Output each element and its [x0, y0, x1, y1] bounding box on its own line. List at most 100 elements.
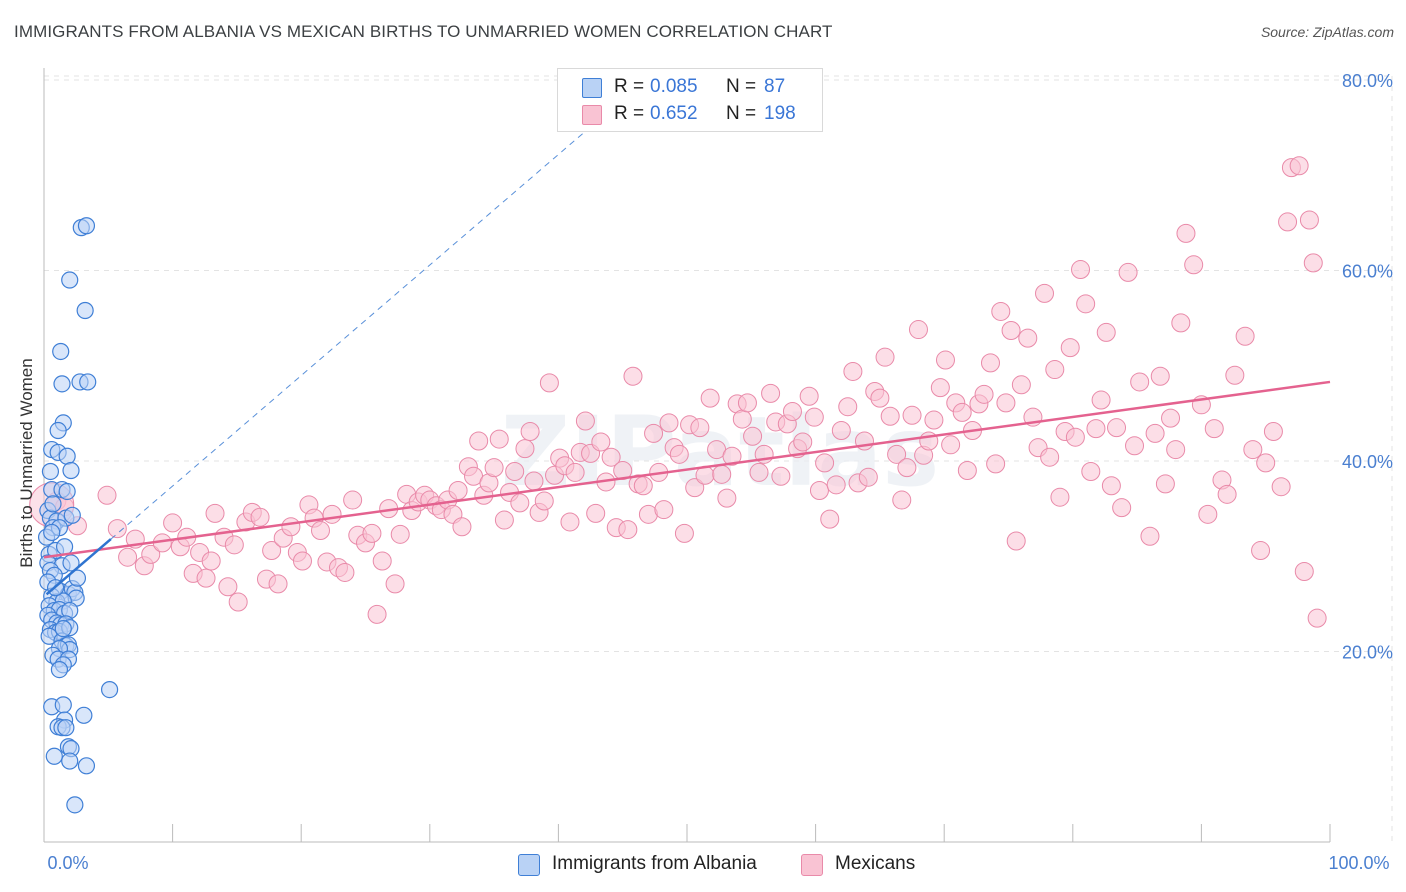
- legend-mexicans-swatch: [801, 854, 823, 876]
- mexicans-point: [941, 435, 961, 455]
- n-value: 87: [764, 76, 786, 97]
- mexicans-point: [815, 453, 835, 473]
- mexicans-point: [986, 454, 1006, 474]
- mexicans-point: [930, 378, 950, 398]
- mexicans-point: [1040, 447, 1060, 467]
- legend-mexicans-label: Mexicans: [835, 853, 916, 874]
- mexicans-point: [1204, 419, 1224, 439]
- mexicans-point: [1145, 423, 1165, 443]
- x-tick-label: 100.0%: [1328, 853, 1389, 873]
- mexicans-point: [875, 347, 895, 367]
- mexicans-point: [793, 432, 813, 452]
- mexicans-point: [820, 509, 840, 529]
- mexicans-point: [1076, 294, 1096, 314]
- mexicans-point: [892, 490, 912, 510]
- mexicans-point: [1198, 504, 1218, 524]
- mexicans-point: [1081, 461, 1101, 481]
- mexicans-point: [343, 490, 363, 510]
- albania-trend-line: [45, 538, 112, 596]
- albania-point: [58, 447, 76, 465]
- mexicans-point: [633, 476, 653, 496]
- mexicans-point: [489, 429, 509, 449]
- y-axis-label: Births to Unmarried Women: [17, 358, 36, 567]
- mexicans-point: [494, 510, 514, 530]
- mexicans-point: [1011, 375, 1031, 395]
- albania-point: [52, 342, 70, 361]
- mexicans-point: [228, 592, 248, 612]
- mexicans-point: [902, 405, 922, 425]
- albania-points: [37, 217, 119, 814]
- mexicans-point: [957, 461, 977, 481]
- albania-point: [55, 538, 74, 556]
- albania-point: [77, 217, 96, 235]
- mexicans-point: [1278, 212, 1298, 232]
- mexicans-point: [335, 562, 355, 582]
- mexicans-point: [1289, 156, 1309, 176]
- mexicans-point: [761, 383, 781, 403]
- mexicans-point: [935, 350, 955, 370]
- mexicans-point: [722, 446, 742, 466]
- mexicans-point: [858, 467, 878, 487]
- mexicans-point: [1299, 210, 1319, 230]
- ticks: 20.0% 40.0% 60.0% 80.0% 0.0% 100.0%: [47, 71, 1393, 873]
- mexicans-point: [322, 504, 342, 524]
- mexicans-point: [717, 488, 737, 508]
- mexicans-point: [281, 517, 301, 537]
- n-label: N =: [726, 103, 757, 124]
- mexicans-point: [908, 320, 928, 340]
- r-value: 0.085: [650, 76, 698, 97]
- mexicans-points: [29, 156, 1327, 628]
- mexicans-point: [1271, 477, 1291, 497]
- mexicans-point: [310, 521, 330, 541]
- mexicans-point: [952, 402, 972, 422]
- albania-point: [76, 301, 94, 320]
- mexicans-point: [224, 535, 244, 555]
- albania-point: [45, 747, 63, 765]
- mexicans-point: [1001, 321, 1021, 341]
- y-tick-label: 60.0%: [1342, 262, 1393, 282]
- legend-albania-swatch: [518, 854, 540, 876]
- mexicans-point: [534, 491, 554, 511]
- albania-point: [49, 421, 67, 440]
- mexicans-point: [1184, 255, 1204, 275]
- mexicans-point: [1060, 338, 1080, 358]
- mexicans-point: [1171, 313, 1191, 333]
- mexicans-point: [831, 421, 851, 441]
- mexicans-point: [1150, 366, 1170, 386]
- mexicans-point: [644, 423, 664, 443]
- mexicans-point: [601, 447, 621, 467]
- mexicans-point: [782, 401, 802, 421]
- mexicans-point: [97, 485, 117, 505]
- mexicans-point: [205, 503, 225, 523]
- albania-point: [43, 523, 61, 542]
- albania-point: [77, 757, 96, 775]
- r-value: 0.652: [650, 103, 698, 124]
- mexicans-point: [1086, 419, 1106, 439]
- albania-point: [62, 461, 80, 480]
- mexicans-point: [743, 426, 763, 446]
- mexicans-point: [1140, 526, 1160, 546]
- mexicans-point: [799, 386, 819, 406]
- chart-title: IMMIGRANTS FROM ALBANIA VS MEXICAN BIRTH…: [14, 22, 833, 41]
- legend-row-mexicans: R = 0.652 N = 198: [558, 101, 822, 127]
- albania-point: [75, 706, 93, 724]
- n-value: 198: [764, 103, 796, 124]
- mexicans-point: [218, 577, 238, 597]
- mexicans-point: [1096, 322, 1116, 342]
- mexicans-point: [591, 432, 611, 452]
- mexicans-point: [1091, 390, 1111, 410]
- albania-point: [54, 696, 72, 714]
- mexicans-point: [1263, 421, 1283, 441]
- mexicans-point: [586, 503, 606, 523]
- trend-lines: [43, 132, 1331, 596]
- mexicans-point: [565, 462, 585, 482]
- mexicans-point: [539, 373, 559, 393]
- mexicans-point: [1006, 531, 1026, 551]
- mexicans-point: [897, 458, 917, 478]
- mexicans-point: [771, 466, 791, 486]
- mexicans-point: [1294, 561, 1314, 581]
- mexicans-point: [924, 410, 944, 430]
- albania-point: [58, 482, 76, 501]
- mexicans-point: [560, 512, 580, 532]
- albania-point: [44, 495, 62, 513]
